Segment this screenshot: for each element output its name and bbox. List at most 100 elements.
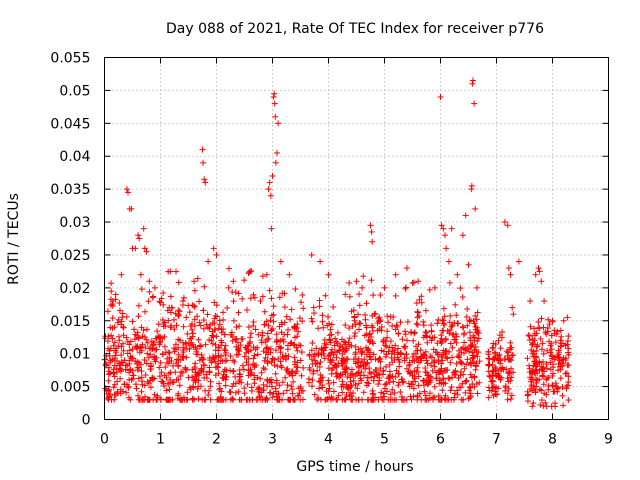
data-point (492, 390, 499, 397)
data-point (457, 384, 464, 391)
data-point (127, 338, 134, 345)
data-point (232, 336, 239, 343)
data-point-high (342, 291, 349, 298)
data-point (557, 327, 564, 334)
data-point (346, 325, 353, 332)
data-point-high (200, 159, 207, 166)
data-point (171, 316, 178, 323)
data-point (120, 388, 127, 395)
data-point (248, 330, 255, 337)
data-point (159, 378, 166, 385)
data-point (138, 388, 145, 395)
data-point (251, 372, 258, 379)
data-point-high (462, 212, 469, 219)
data-point (424, 339, 431, 346)
data-point (399, 396, 406, 403)
data-point (438, 360, 445, 367)
data-point (440, 320, 447, 327)
data-point (215, 325, 222, 332)
data-point (315, 350, 322, 357)
data-point (406, 362, 413, 369)
data-point (458, 346, 465, 353)
data-point (289, 390, 296, 397)
data-point (328, 366, 335, 373)
data-point (339, 389, 346, 396)
data-point (467, 334, 474, 341)
data-point (230, 317, 237, 324)
data-point (147, 345, 154, 352)
data-point (473, 348, 480, 355)
data-point (297, 396, 304, 403)
data-point-high (368, 228, 375, 235)
data-point (436, 396, 443, 403)
data-point (359, 396, 366, 403)
data-point (260, 387, 267, 394)
data-point (226, 265, 233, 272)
data-point (279, 353, 286, 360)
y-tick-label: 0.05 (59, 83, 90, 99)
data-point (428, 354, 435, 361)
data-point (438, 340, 445, 347)
data-point (558, 333, 565, 340)
data-point (131, 326, 138, 333)
data-point (256, 393, 263, 400)
data-point (175, 363, 182, 370)
data-point (176, 382, 183, 389)
data-point (547, 359, 554, 366)
data-point (449, 354, 456, 361)
data-point (549, 355, 556, 362)
data-point (309, 361, 316, 368)
x-tick-label: 3 (268, 432, 277, 448)
data-point (117, 365, 124, 372)
data-point (267, 317, 274, 324)
data-point (167, 379, 174, 386)
data-point (356, 326, 363, 333)
data-point-high (367, 222, 374, 229)
data-point (464, 305, 471, 312)
data-point (548, 332, 555, 339)
data-point (443, 367, 450, 374)
data-point (346, 293, 353, 300)
data-point (112, 352, 119, 359)
data-point-high (263, 271, 270, 278)
data-point (348, 342, 355, 349)
data-point (278, 362, 285, 369)
data-point (176, 308, 183, 315)
data-point (532, 353, 539, 360)
data-point (465, 395, 472, 402)
data-point (134, 345, 141, 352)
data-point (529, 336, 536, 343)
data-point (175, 307, 182, 314)
data-point (397, 350, 404, 357)
data-point (316, 385, 323, 392)
data-point (401, 357, 408, 364)
data-point-high (118, 271, 125, 278)
data-point (453, 339, 460, 346)
data-point-high (325, 271, 332, 278)
data-point (201, 283, 208, 290)
data-point (492, 364, 499, 371)
data-point (368, 356, 375, 363)
data-point (495, 357, 502, 364)
data-point (186, 309, 193, 316)
data-point (463, 313, 470, 320)
y-tick-label: 0.02 (59, 281, 90, 297)
data-point (298, 299, 305, 306)
data-point (504, 375, 511, 382)
data-point-high (448, 225, 455, 232)
data-point (427, 373, 434, 380)
data-point (469, 341, 476, 348)
data-point (245, 324, 252, 331)
data-point (195, 395, 202, 402)
data-point (532, 388, 539, 395)
data-point (251, 294, 258, 301)
data-point (244, 381, 251, 388)
data-point (492, 353, 499, 360)
data-point (114, 357, 121, 364)
data-point (492, 367, 499, 374)
data-point (284, 365, 291, 372)
data-point-high (308, 251, 315, 258)
data-point (562, 342, 569, 349)
data-point (207, 383, 214, 390)
